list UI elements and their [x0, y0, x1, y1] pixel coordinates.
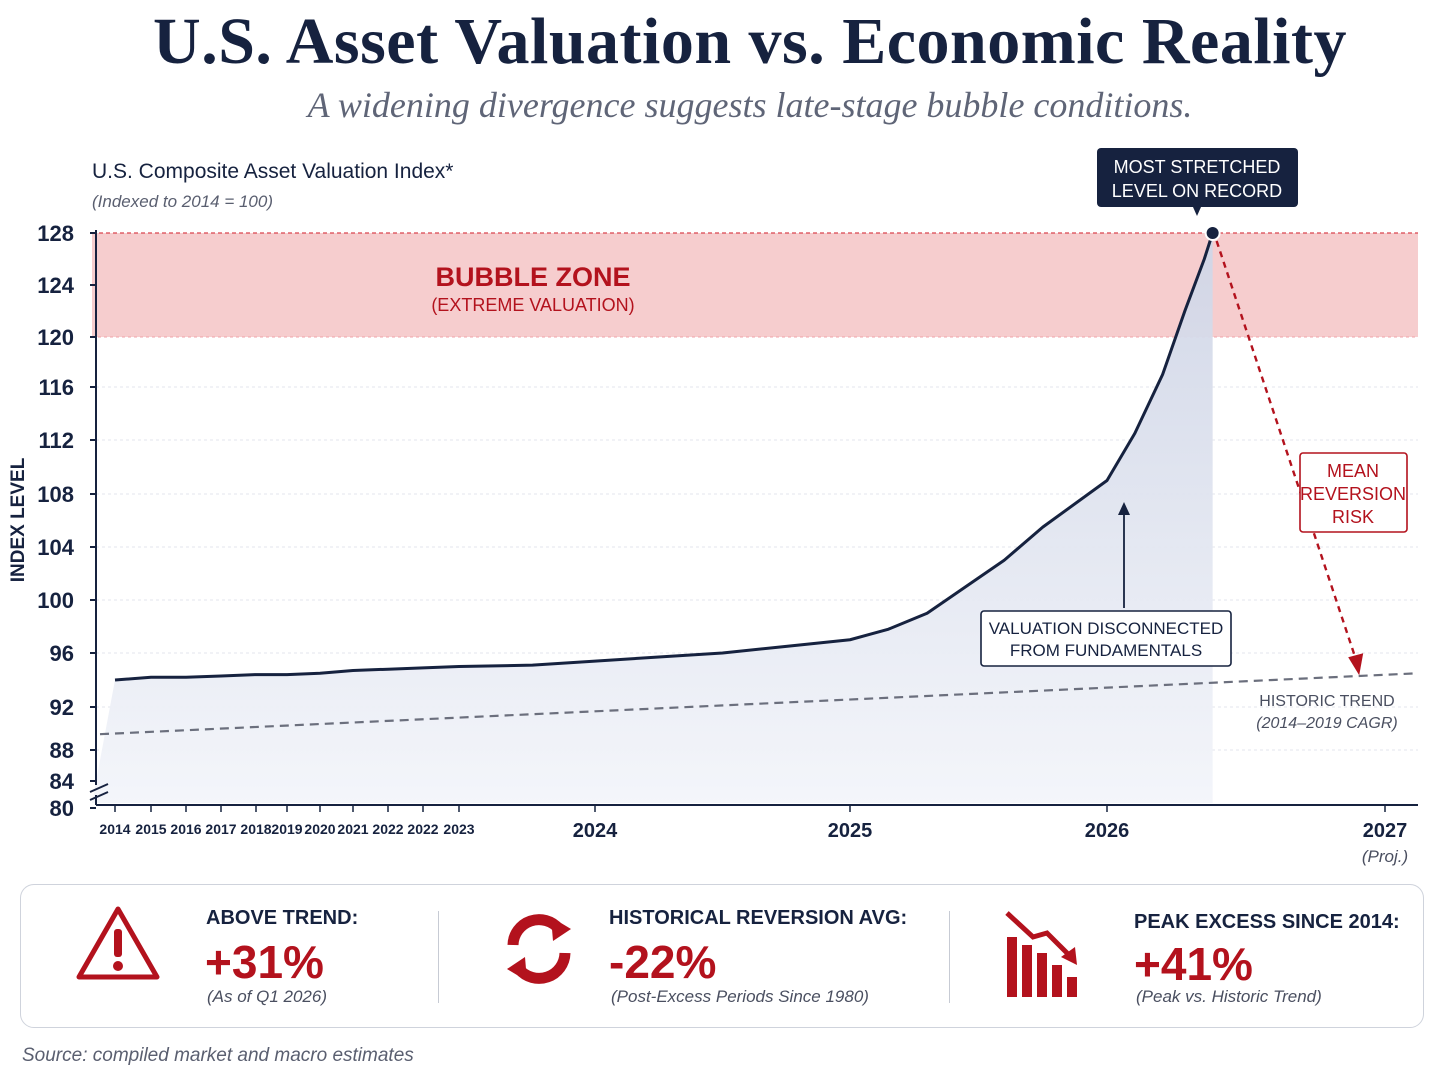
divider: [949, 911, 950, 1003]
x-tick-label: 2026: [1085, 820, 1130, 842]
bubble-zone: [92, 233, 1418, 337]
chart-note: (Indexed to 2014 = 100): [92, 192, 273, 211]
y-tick-label: 120: [37, 325, 74, 350]
series-line: [114, 232, 1215, 682]
peak-callout-pointer: [1193, 207, 1201, 216]
stat-peak-excess: PEAK EXCESS SINCE 2014: +41% (Peak vs. H…: [949, 885, 1421, 1027]
page-title: U.S. Asset Valuation vs. Economic Realit…: [153, 5, 1347, 78]
risk-label: REVERSION: [1300, 484, 1406, 504]
x-tick-label: 2025: [828, 820, 873, 842]
bubble-zone-sublabel: (EXTREME VALUATION): [431, 295, 634, 315]
x-tick-label: 2021: [337, 821, 368, 837]
trend-line: [99, 672, 1419, 736]
x-tick-label: 2014: [99, 821, 130, 837]
stat-note: (Peak vs. Historic Trend): [1136, 987, 1322, 1006]
y-axis-label: INDEX LEVEL: [8, 457, 29, 582]
stat-note: (As of Q1 2026): [207, 987, 328, 1006]
x-tick-label: 2022: [372, 821, 403, 837]
stat-value: -22%: [609, 936, 717, 988]
chart-title: U.S. Composite Asset Valuation Index*: [92, 160, 454, 183]
x-tick-label: 2020: [304, 821, 335, 837]
stat-above-trend: ABOVE TREND: +31% (As of Q1 2026): [21, 885, 439, 1027]
x-tick-label: 2015: [135, 821, 166, 837]
y-tick-label: 116: [39, 375, 75, 400]
stat-label: ABOVE TREND:: [206, 907, 359, 929]
bubble-zone-label: BUBBLE ZONE: [436, 262, 631, 292]
stat-value: +41%: [1134, 938, 1253, 990]
x-tick-label: 2017: [205, 821, 236, 837]
y-tick-label: 104: [37, 535, 74, 560]
reversion-arrow-head: [1348, 653, 1364, 676]
series-area: [92, 233, 1213, 803]
y-tick-label: 80: [50, 796, 74, 821]
stats-panel: ABOVE TREND: +31% (As of Q1 2026) HISTOR…: [20, 884, 1424, 1028]
x-tick-label: 2027: [1363, 820, 1408, 842]
y-tick-label: 84: [50, 769, 75, 794]
risk-label: RISK: [1332, 507, 1374, 527]
stat-label: PEAK EXCESS SINCE 2014:: [1134, 911, 1400, 933]
x-proj-label: (Proj.): [1362, 847, 1408, 866]
stat-value: +31%: [205, 936, 324, 988]
stat-label: HISTORICAL REVERSION AVG:: [609, 907, 908, 929]
y-tick-label: 112: [39, 428, 75, 453]
y-tick-label: 96: [50, 641, 74, 666]
peak-callout: [1097, 148, 1298, 207]
divider: [438, 911, 439, 1003]
page-subtitle: A widening divergence suggests late-stag…: [307, 85, 1193, 125]
disconnect-label-line1: VALUATION DISCONNECTED: [989, 619, 1224, 638]
peak-callout-line2: LEVEL ON RECORD: [1112, 181, 1282, 201]
disconnect-box: [980, 610, 1232, 667]
stat-reversion: HISTORICAL REVERSION AVG: -22% (Post-Exc…: [439, 885, 949, 1027]
x-tick-label: 2024: [573, 820, 618, 842]
warning-triangle-icon: [76, 906, 160, 980]
axis-break-mark: [89, 783, 109, 793]
reversion-arrow-line: [1215, 240, 1359, 664]
trend-sublabel: (2014–2019 CAGR): [1256, 715, 1397, 732]
x-tick-label: 2019: [271, 821, 302, 837]
x-tick-label: 2018: [240, 821, 271, 837]
disconnect-arrow-head: [1118, 502, 1130, 515]
peak-callout-line1: MOST STRETCHED: [1114, 157, 1281, 177]
x-tick-label: 2022: [407, 821, 438, 837]
y-tick-label: 92: [50, 695, 74, 720]
refresh-cycle-icon: [507, 914, 571, 984]
axis-break-mark: [89, 791, 109, 801]
y-tick-label: 128: [37, 221, 74, 246]
risk-box: [1299, 452, 1408, 533]
declining-bars-icon: [1005, 911, 1077, 997]
source-note: Source: compiled market and macro estima…: [22, 1045, 414, 1066]
trend-label: HISTORIC TREND: [1259, 693, 1394, 710]
x-tick-label: 2016: [170, 821, 201, 837]
y-tick-label: 88: [50, 738, 74, 763]
y-tick-label: 108: [37, 482, 74, 507]
y-tick-label: 124: [37, 273, 74, 298]
stat-note: (Post-Excess Periods Since 1980): [611, 987, 869, 1006]
risk-label: MEAN: [1327, 461, 1379, 481]
peak-marker: [1204, 225, 1221, 241]
x-tick-label: 2023: [443, 821, 474, 837]
y-tick-label: 100: [37, 588, 74, 613]
disconnect-label-line2: FROM FUNDAMENTALS: [1010, 641, 1202, 660]
